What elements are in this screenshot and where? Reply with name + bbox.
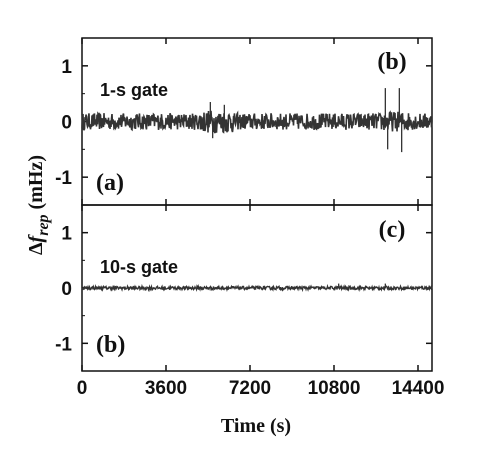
noise-trace-2 (81, 283, 433, 293)
y-tick-label-1--1: -1 (55, 168, 72, 189)
x-tick-label-7200: 7200 (229, 378, 271, 399)
x-tick-label-0: 0 (77, 378, 88, 399)
x-axis-title: Time (s) (221, 415, 291, 437)
noise-trace-1 (81, 110, 433, 134)
gate-label-1: 1-s gate (100, 80, 168, 100)
y-tick-label-2-1: 1 (61, 224, 72, 245)
traces-layer (81, 88, 433, 293)
gate-label-2: 10-s gate (100, 257, 178, 277)
y-tick-label-1-0: 0 (61, 113, 72, 134)
corner-label-left-2: (b) (96, 332, 125, 358)
x-tick-label-3600: 3600 (145, 378, 187, 399)
x-tick-label-10800: 10800 (308, 378, 361, 399)
x-tick-label-14400: 14400 (392, 378, 445, 399)
text-layer: -1 0 1 1-s gate (b) (a) -1 0 1 10-s gate (c) (b) 0 36… (55, 49, 444, 399)
y-tick-label-2--1: -1 (55, 334, 72, 355)
corner-label-left-1: (a) (96, 170, 124, 196)
y-tick-label-2-0: 0 (61, 279, 72, 300)
y-axis-title: Δfrep (mHz) (25, 155, 52, 255)
corner-label-right-1: (b) (377, 49, 406, 75)
corner-label-right-2: (c) (379, 217, 406, 243)
y-tick-label-1-1: 1 (61, 57, 72, 78)
